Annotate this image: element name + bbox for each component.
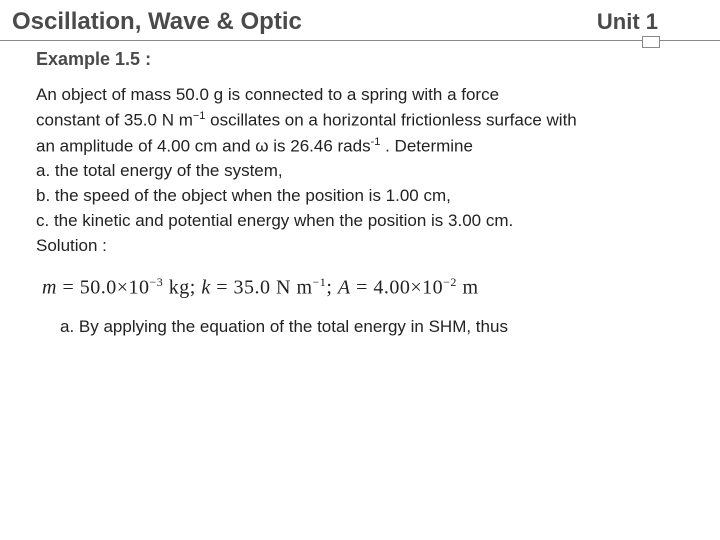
equals: = bbox=[211, 277, 234, 299]
problem-line-3: an amplitude of 4.00 cm and ω is 26.46 r… bbox=[36, 135, 684, 159]
exponent: −1 bbox=[193, 110, 206, 122]
separator: ; bbox=[326, 277, 338, 299]
var-k: k bbox=[201, 277, 210, 299]
exponent: −1 bbox=[313, 275, 327, 289]
var-m: m bbox=[42, 277, 57, 299]
value: 35.0 N m bbox=[234, 277, 313, 299]
exponent: −3 bbox=[150, 275, 164, 289]
example-label: Example 1.5 : bbox=[0, 41, 720, 84]
solution-label: Solution : bbox=[36, 235, 684, 258]
problem-part-a: a. the total energy of the system, bbox=[36, 160, 684, 183]
text-fragment: oscillates on a horizontal frictionless … bbox=[205, 111, 576, 130]
text-fragment: . Determine bbox=[380, 136, 473, 155]
header-decor-box bbox=[642, 36, 660, 48]
unit: m bbox=[457, 277, 479, 299]
problem-line-1: An object of mass 50.0 g is connected to… bbox=[36, 84, 684, 107]
problem-body: An object of mass 50.0 g is connected to… bbox=[0, 84, 720, 338]
solution-part-a: a. By applying the equation of the total… bbox=[36, 316, 684, 339]
var-a: A bbox=[338, 277, 351, 299]
slide-header: Oscillation, Wave & Optic Unit 1 bbox=[0, 0, 720, 41]
value: 50.0×10 bbox=[80, 277, 150, 299]
unit-label: Unit 1 bbox=[597, 9, 708, 35]
equals: = bbox=[57, 277, 80, 299]
unit: kg; bbox=[163, 277, 201, 299]
text-fragment: constant of 35.0 N m bbox=[36, 111, 193, 130]
exponent: −2 bbox=[443, 275, 457, 289]
value: 4.00×10 bbox=[373, 277, 443, 299]
problem-part-b: b. the speed of the object when the posi… bbox=[36, 185, 684, 208]
exponent: -1 bbox=[371, 136, 381, 148]
text-fragment: an amplitude of 4.00 cm and ω is 26.46 r… bbox=[36, 136, 371, 155]
course-title: Oscillation, Wave & Optic bbox=[12, 8, 597, 36]
given-values-equation: m = 50.0×10−3 kg; k = 35.0 N m−1; A = 4.… bbox=[36, 260, 684, 316]
problem-line-2: constant of 35.0 N m−1 oscillates on a h… bbox=[36, 109, 684, 133]
problem-part-c: c. the kinetic and potential energy when… bbox=[36, 210, 684, 233]
equals: = bbox=[351, 277, 374, 299]
